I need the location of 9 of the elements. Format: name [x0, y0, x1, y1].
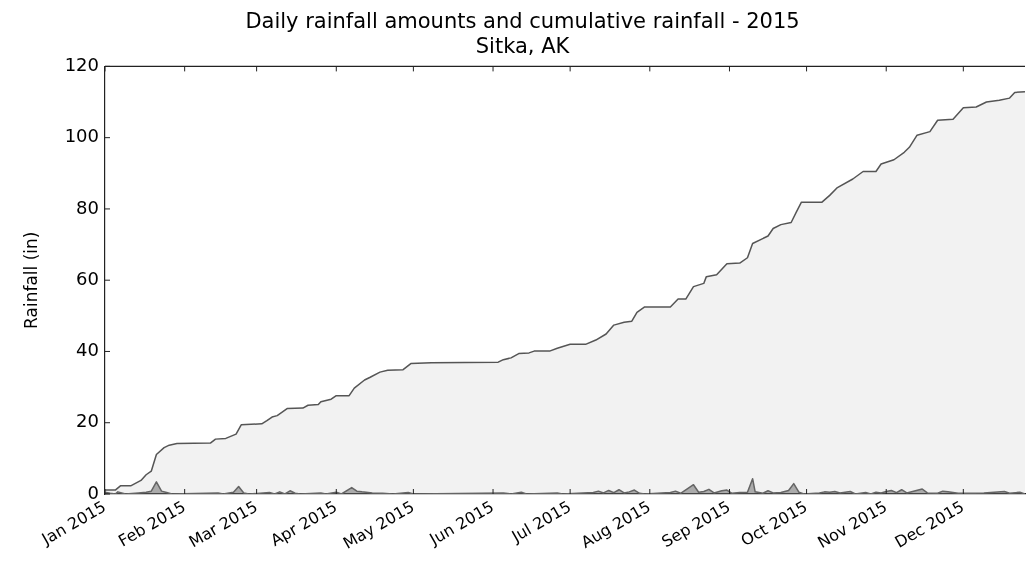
y-tick-label: 60 [76, 267, 99, 289]
y-axis-title: Rainfall (in) [20, 231, 41, 329]
y-tick-label: 80 [76, 196, 99, 218]
chart-subtitle: Sitka, AK [475, 34, 571, 59]
chart-title: Daily rainfall amounts and cumulative rainfall - 2015 [245, 9, 800, 34]
y-tick-label: 120 [64, 54, 99, 76]
y-tick-label: 20 [76, 410, 99, 432]
y-tick-label: 40 [76, 339, 99, 361]
y-tick-label: 100 [64, 125, 99, 147]
